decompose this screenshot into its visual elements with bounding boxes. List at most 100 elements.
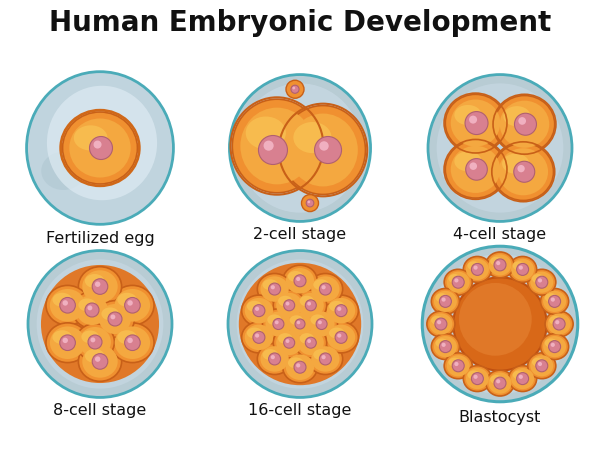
Ellipse shape xyxy=(115,327,150,359)
Ellipse shape xyxy=(228,251,372,397)
Ellipse shape xyxy=(85,275,104,288)
Circle shape xyxy=(519,266,523,270)
Circle shape xyxy=(548,296,560,308)
Circle shape xyxy=(91,338,95,343)
Circle shape xyxy=(496,379,500,384)
Circle shape xyxy=(292,88,295,90)
Ellipse shape xyxy=(295,328,326,358)
Ellipse shape xyxy=(313,349,329,360)
Circle shape xyxy=(538,279,542,283)
Ellipse shape xyxy=(454,152,482,172)
Ellipse shape xyxy=(308,312,335,337)
Ellipse shape xyxy=(543,291,566,312)
Ellipse shape xyxy=(329,301,344,312)
Ellipse shape xyxy=(434,291,457,312)
Circle shape xyxy=(314,137,341,164)
Ellipse shape xyxy=(324,322,358,353)
Ellipse shape xyxy=(242,322,276,353)
Ellipse shape xyxy=(530,272,553,293)
Circle shape xyxy=(284,337,295,348)
Circle shape xyxy=(286,302,289,306)
Ellipse shape xyxy=(247,328,262,339)
Circle shape xyxy=(439,341,451,353)
Ellipse shape xyxy=(276,293,302,318)
Ellipse shape xyxy=(242,296,276,327)
Circle shape xyxy=(307,302,311,306)
Ellipse shape xyxy=(548,314,571,335)
Ellipse shape xyxy=(313,280,329,290)
Ellipse shape xyxy=(466,259,489,280)
Circle shape xyxy=(555,320,559,325)
Circle shape xyxy=(337,334,341,338)
Ellipse shape xyxy=(293,123,332,154)
Ellipse shape xyxy=(288,114,358,187)
Ellipse shape xyxy=(276,330,302,356)
Text: Blastocyst: Blastocyst xyxy=(459,409,541,424)
Circle shape xyxy=(291,86,299,94)
Circle shape xyxy=(469,116,477,124)
Ellipse shape xyxy=(26,72,173,225)
Ellipse shape xyxy=(111,323,154,363)
Circle shape xyxy=(337,307,341,311)
Circle shape xyxy=(319,283,331,296)
Circle shape xyxy=(286,81,304,99)
Ellipse shape xyxy=(532,275,545,284)
Ellipse shape xyxy=(448,275,461,284)
Circle shape xyxy=(271,355,275,359)
Ellipse shape xyxy=(532,358,545,367)
Ellipse shape xyxy=(37,260,163,389)
Ellipse shape xyxy=(99,304,131,334)
Ellipse shape xyxy=(430,314,452,335)
Ellipse shape xyxy=(295,290,326,321)
Circle shape xyxy=(322,286,326,290)
Ellipse shape xyxy=(545,311,573,337)
Ellipse shape xyxy=(239,263,361,386)
Ellipse shape xyxy=(283,352,317,383)
Ellipse shape xyxy=(437,84,563,213)
Circle shape xyxy=(108,312,122,327)
Ellipse shape xyxy=(446,356,470,377)
Ellipse shape xyxy=(490,257,503,266)
Ellipse shape xyxy=(245,298,273,324)
Ellipse shape xyxy=(511,259,534,280)
Ellipse shape xyxy=(467,262,480,271)
Circle shape xyxy=(517,264,529,276)
Ellipse shape xyxy=(549,316,562,325)
Ellipse shape xyxy=(82,271,118,303)
Circle shape xyxy=(442,298,446,302)
Ellipse shape xyxy=(444,270,472,296)
Circle shape xyxy=(295,319,305,329)
Ellipse shape xyxy=(41,152,85,190)
Circle shape xyxy=(302,195,319,212)
Ellipse shape xyxy=(308,274,343,305)
Ellipse shape xyxy=(528,270,556,296)
Ellipse shape xyxy=(263,309,294,339)
Circle shape xyxy=(538,362,542,367)
Ellipse shape xyxy=(85,349,104,363)
Circle shape xyxy=(454,362,458,367)
Ellipse shape xyxy=(236,260,364,389)
Circle shape xyxy=(62,338,68,343)
Circle shape xyxy=(519,375,523,379)
Circle shape xyxy=(110,315,115,320)
Ellipse shape xyxy=(299,296,314,307)
Ellipse shape xyxy=(486,370,514,396)
Circle shape xyxy=(551,298,555,302)
Ellipse shape xyxy=(545,339,557,348)
Ellipse shape xyxy=(298,330,324,356)
Circle shape xyxy=(255,334,259,338)
Circle shape xyxy=(284,300,295,311)
Ellipse shape xyxy=(79,267,122,307)
Ellipse shape xyxy=(241,109,314,185)
Ellipse shape xyxy=(52,293,72,307)
Circle shape xyxy=(259,136,287,165)
Circle shape xyxy=(296,364,301,368)
Ellipse shape xyxy=(288,357,304,368)
Ellipse shape xyxy=(73,292,112,328)
Ellipse shape xyxy=(76,295,108,326)
Ellipse shape xyxy=(69,119,131,178)
Ellipse shape xyxy=(451,100,500,147)
Ellipse shape xyxy=(466,368,489,389)
Ellipse shape xyxy=(101,308,119,321)
Ellipse shape xyxy=(79,342,122,381)
